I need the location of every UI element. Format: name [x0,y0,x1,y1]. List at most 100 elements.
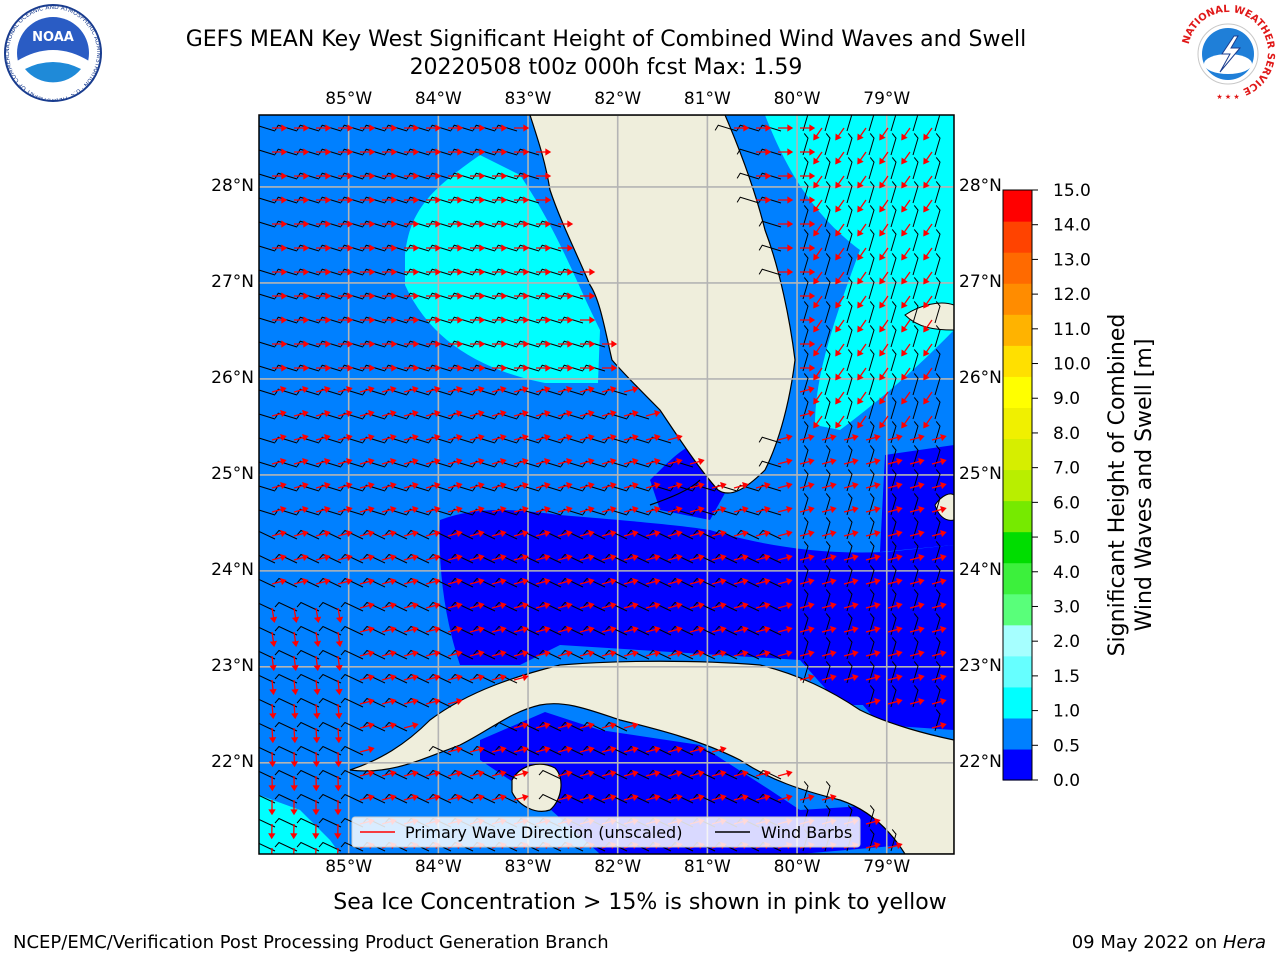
wave-arrow [359,482,375,490]
wind-barb [846,181,853,204]
wave-arrow [778,124,794,132]
wind-barb [259,698,276,708]
wind-barb [934,115,941,132]
wind-barb [560,649,584,660]
wave-arrow [857,367,867,381]
wind-barb [714,601,738,612]
wind-barb [648,508,672,516]
wave-arrow [901,247,911,261]
wave-arrow [557,578,573,586]
wind-barb [406,436,430,444]
wind-barb [758,268,782,276]
wind-barb [692,601,716,612]
wind-barb [259,317,276,324]
wind-barb [890,445,897,468]
wind-barb [560,745,584,756]
wave-arrow [491,458,507,466]
wind-barb [494,553,518,564]
wave-arrow [334,775,342,792]
wave-arrow [579,578,595,586]
wind-barb [868,301,875,324]
wind-barb [758,484,782,492]
wave-arrow [535,722,551,730]
wave-arrow [667,602,683,610]
wind-barb [406,673,430,684]
wave-arrow [835,175,845,189]
wind-barb [802,229,809,252]
colorbar-tick-label: 1.5 [1053,667,1080,687]
wave-arrow [667,434,683,442]
lon-label-bottom: 80°W [773,857,821,877]
wave-arrow [447,554,463,562]
wave-arrow [909,434,925,442]
wave-arrow [879,367,889,381]
wave-arrow [469,602,485,610]
wave-arrow [382,196,398,204]
wave-arrow [799,530,815,538]
wave-arrow [359,602,375,610]
wave-arrow [381,578,397,586]
wave-arrow [469,794,485,802]
wave-arrow [778,220,794,228]
wave-arrow [294,292,310,300]
wave-arrow [447,578,463,586]
wave-arrow [271,578,287,586]
wave-arrow [558,268,574,276]
wave-arrow [469,554,485,562]
wave-arrow [923,415,933,429]
wave-arrow [734,124,750,132]
wave-arrow [316,244,332,252]
wind-barb [670,745,694,756]
wind-barb [846,205,853,228]
wave-arrow [272,364,288,372]
wind-barb [362,697,386,708]
wind-barb [340,721,364,732]
wave-arrow [360,364,376,372]
wave-arrow [469,578,485,586]
wave-arrow [469,770,485,778]
wave-arrow [711,770,727,778]
colorbar-segment [1003,469,1032,502]
lat-label-right: 22°N [959,751,1002,772]
wave-arrow [887,842,903,850]
wave-arrow [601,506,617,514]
wave-arrow [931,626,947,634]
wind-barb [912,397,919,420]
wave-arrow [335,655,343,672]
wind-barb [604,484,628,492]
wind-barb [824,637,831,660]
colorbar-tick-label: 7.0 [1053,459,1080,479]
wave-arrow [857,175,867,189]
svg-text:★ ★ ★: ★ ★ ★ [1216,93,1239,101]
wave-arrow [426,364,442,372]
colorbar-tick-label: 15.0 [1053,181,1091,201]
wind-barb [516,508,540,516]
wave-arrow [535,578,551,586]
wave-arrow [623,554,639,562]
wave-arrow [799,626,815,634]
wind-barb [384,412,408,420]
wave-arrow [535,554,551,562]
wind-barb [868,661,875,684]
legend-wind-label: Wind Barbs [761,823,852,842]
wave-arrow [800,340,816,348]
wind-barb [604,745,628,756]
wind-barb [868,517,875,540]
wave-arrow [360,340,376,348]
wave-arrow [667,482,683,490]
wave-arrow [272,268,288,276]
wave-arrow [294,196,310,204]
colorbar-tick-label: 1.0 [1053,702,1080,722]
wave-arrow [579,386,595,394]
wind-barb [538,508,562,516]
wind-barb [846,325,853,348]
colorbar-segment [1003,438,1032,471]
wave-arrow [799,602,815,610]
colorbar-segment [1003,376,1032,408]
wave-arrow [601,410,617,418]
wind-barb [274,817,298,828]
wave-arrow [425,482,441,490]
wave-arrow [470,148,486,156]
wave-arrow [835,199,845,213]
wave-arrow [426,148,442,156]
